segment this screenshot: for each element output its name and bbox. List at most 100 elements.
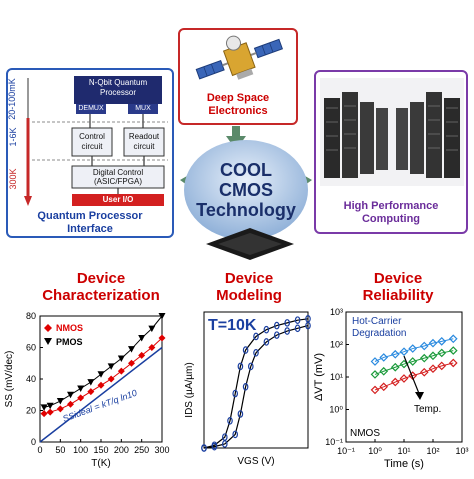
data-point-nmos (97, 381, 105, 389)
measured-point (211, 442, 218, 451)
data-point-blue (448, 334, 458, 344)
data-point-blue (399, 347, 409, 357)
model-heading-line1: Device (224, 270, 274, 287)
annotation-temp: Temp. (414, 404, 441, 415)
data-point-blue (408, 344, 418, 353)
y-axis-label: ΔVT (mV) (313, 353, 325, 401)
hpc-label-line1: High Performance (343, 200, 439, 212)
measured-point (263, 338, 270, 346)
y-tick-label: 60 (26, 343, 36, 353)
satellite-icon (195, 35, 284, 80)
ideal-ss-line (39, 346, 163, 443)
hpc-panel: High Performance Computing (314, 70, 468, 234)
user-io-label: User I/O (102, 195, 134, 204)
x-tick-label: 10¹ (397, 446, 410, 456)
qpi-caption-line2: Interface (67, 223, 113, 235)
x-tick-label: 10² (426, 446, 439, 456)
control-circuit-line1: Control (79, 132, 105, 141)
data-point-nmos (40, 410, 48, 418)
x-axis-label: T(K) (91, 458, 110, 469)
data-point-nmos (158, 334, 166, 342)
data-point-blue (437, 337, 447, 346)
x-tick-label: 0 (37, 445, 42, 455)
model-curve-1 (203, 318, 309, 449)
data-point-pmos (138, 335, 146, 342)
measured-point (227, 417, 233, 425)
data-point-pmos (128, 346, 135, 353)
data-point-green (408, 357, 418, 366)
char-heading-line2: Characterization (42, 287, 160, 304)
data-point-green (437, 348, 447, 358)
measured-point (248, 362, 254, 371)
quantum-processor-interface-panel: 20-100mK 1-6K 300K N-Qbit Quantum Proces… (6, 68, 174, 238)
measured-point (284, 327, 291, 335)
annotation-degradation: Degradation (352, 328, 406, 339)
digital-control-line1: Digital Control (92, 168, 144, 177)
control-circuit-line2: circuit (81, 142, 103, 151)
measured-point (242, 346, 249, 354)
x-tick-label: 10³ (455, 446, 468, 456)
rel-heading-line2: Reliability (362, 287, 434, 304)
y-tick-label: 40 (26, 374, 36, 384)
data-point-nmos (67, 400, 74, 408)
annotation-nmos: NMOS (350, 428, 380, 439)
server-racks-icon (320, 78, 464, 186)
demux-label: DEMUX (78, 105, 104, 112)
y-tick-label: 80 (26, 311, 36, 321)
legend-marker-nmos (44, 324, 52, 332)
ids-vs-vgs-chart: T=10K VGS (V) IDS (µA/µm) (184, 311, 311, 467)
measured-point (274, 331, 280, 339)
model-curve-2 (203, 325, 309, 449)
measured-point (294, 324, 301, 333)
data-point-pmos (148, 325, 156, 333)
data-point-green (370, 370, 380, 379)
data-point-green (448, 346, 458, 355)
data-point-red (379, 382, 389, 392)
y-tick-label: 10⁰ (329, 405, 343, 415)
model-heading-line2: Modeling (216, 287, 282, 304)
data-point-pmos (40, 404, 48, 411)
y-tick-label: 0 (31, 437, 36, 447)
chart-title: T=10K (208, 317, 257, 334)
center-title-line2: CMOS (219, 180, 273, 200)
data-point-blue (428, 338, 438, 348)
data-point-red (370, 385, 380, 395)
cmos-chip-icon (206, 228, 294, 260)
cool-cmos-bubble (184, 140, 308, 240)
legend-label-pmos: PMOS (56, 337, 83, 347)
x-tick-label: 50 (55, 445, 65, 455)
hpc-label-line2: Computing (361, 213, 421, 225)
data-point-pmos (56, 398, 64, 405)
data-point-red (448, 358, 458, 368)
data-point-nmos (128, 359, 135, 367)
data-point-nmos (46, 408, 54, 416)
x-tick-label: 200 (114, 445, 129, 455)
measured-point (232, 389, 239, 398)
y-tick-label: 10⁻¹ (325, 437, 343, 447)
data-point-pmos (77, 385, 85, 392)
data-point-nmos (107, 375, 115, 383)
readout-circuit-line1: Readout (128, 132, 160, 141)
plot-frame (39, 315, 163, 443)
x-axis-label: VGS (V) (237, 456, 274, 467)
rel-heading-line1: Device (373, 270, 423, 287)
data-point-nmos (77, 394, 85, 402)
data-point-pmos (87, 379, 95, 386)
y-tick-label: 10¹ (330, 372, 343, 382)
legend-label-nmos: NMOS (56, 323, 83, 333)
data-point-pmos (46, 402, 54, 410)
measured-point (305, 321, 311, 330)
y-tick-label: 10³ (330, 307, 343, 317)
arrow-to-deep-space (226, 126, 246, 150)
measured-point (221, 440, 228, 448)
temperature-arrow (403, 355, 421, 397)
measured-point (274, 321, 280, 330)
x-axis-label: Time (s) (384, 458, 424, 470)
measured-point (253, 332, 259, 341)
measured-point (294, 316, 301, 324)
data-point-red (419, 367, 429, 377)
legend-marker-pmos (44, 338, 52, 345)
measured-point (284, 319, 291, 327)
measured-point (201, 444, 207, 452)
